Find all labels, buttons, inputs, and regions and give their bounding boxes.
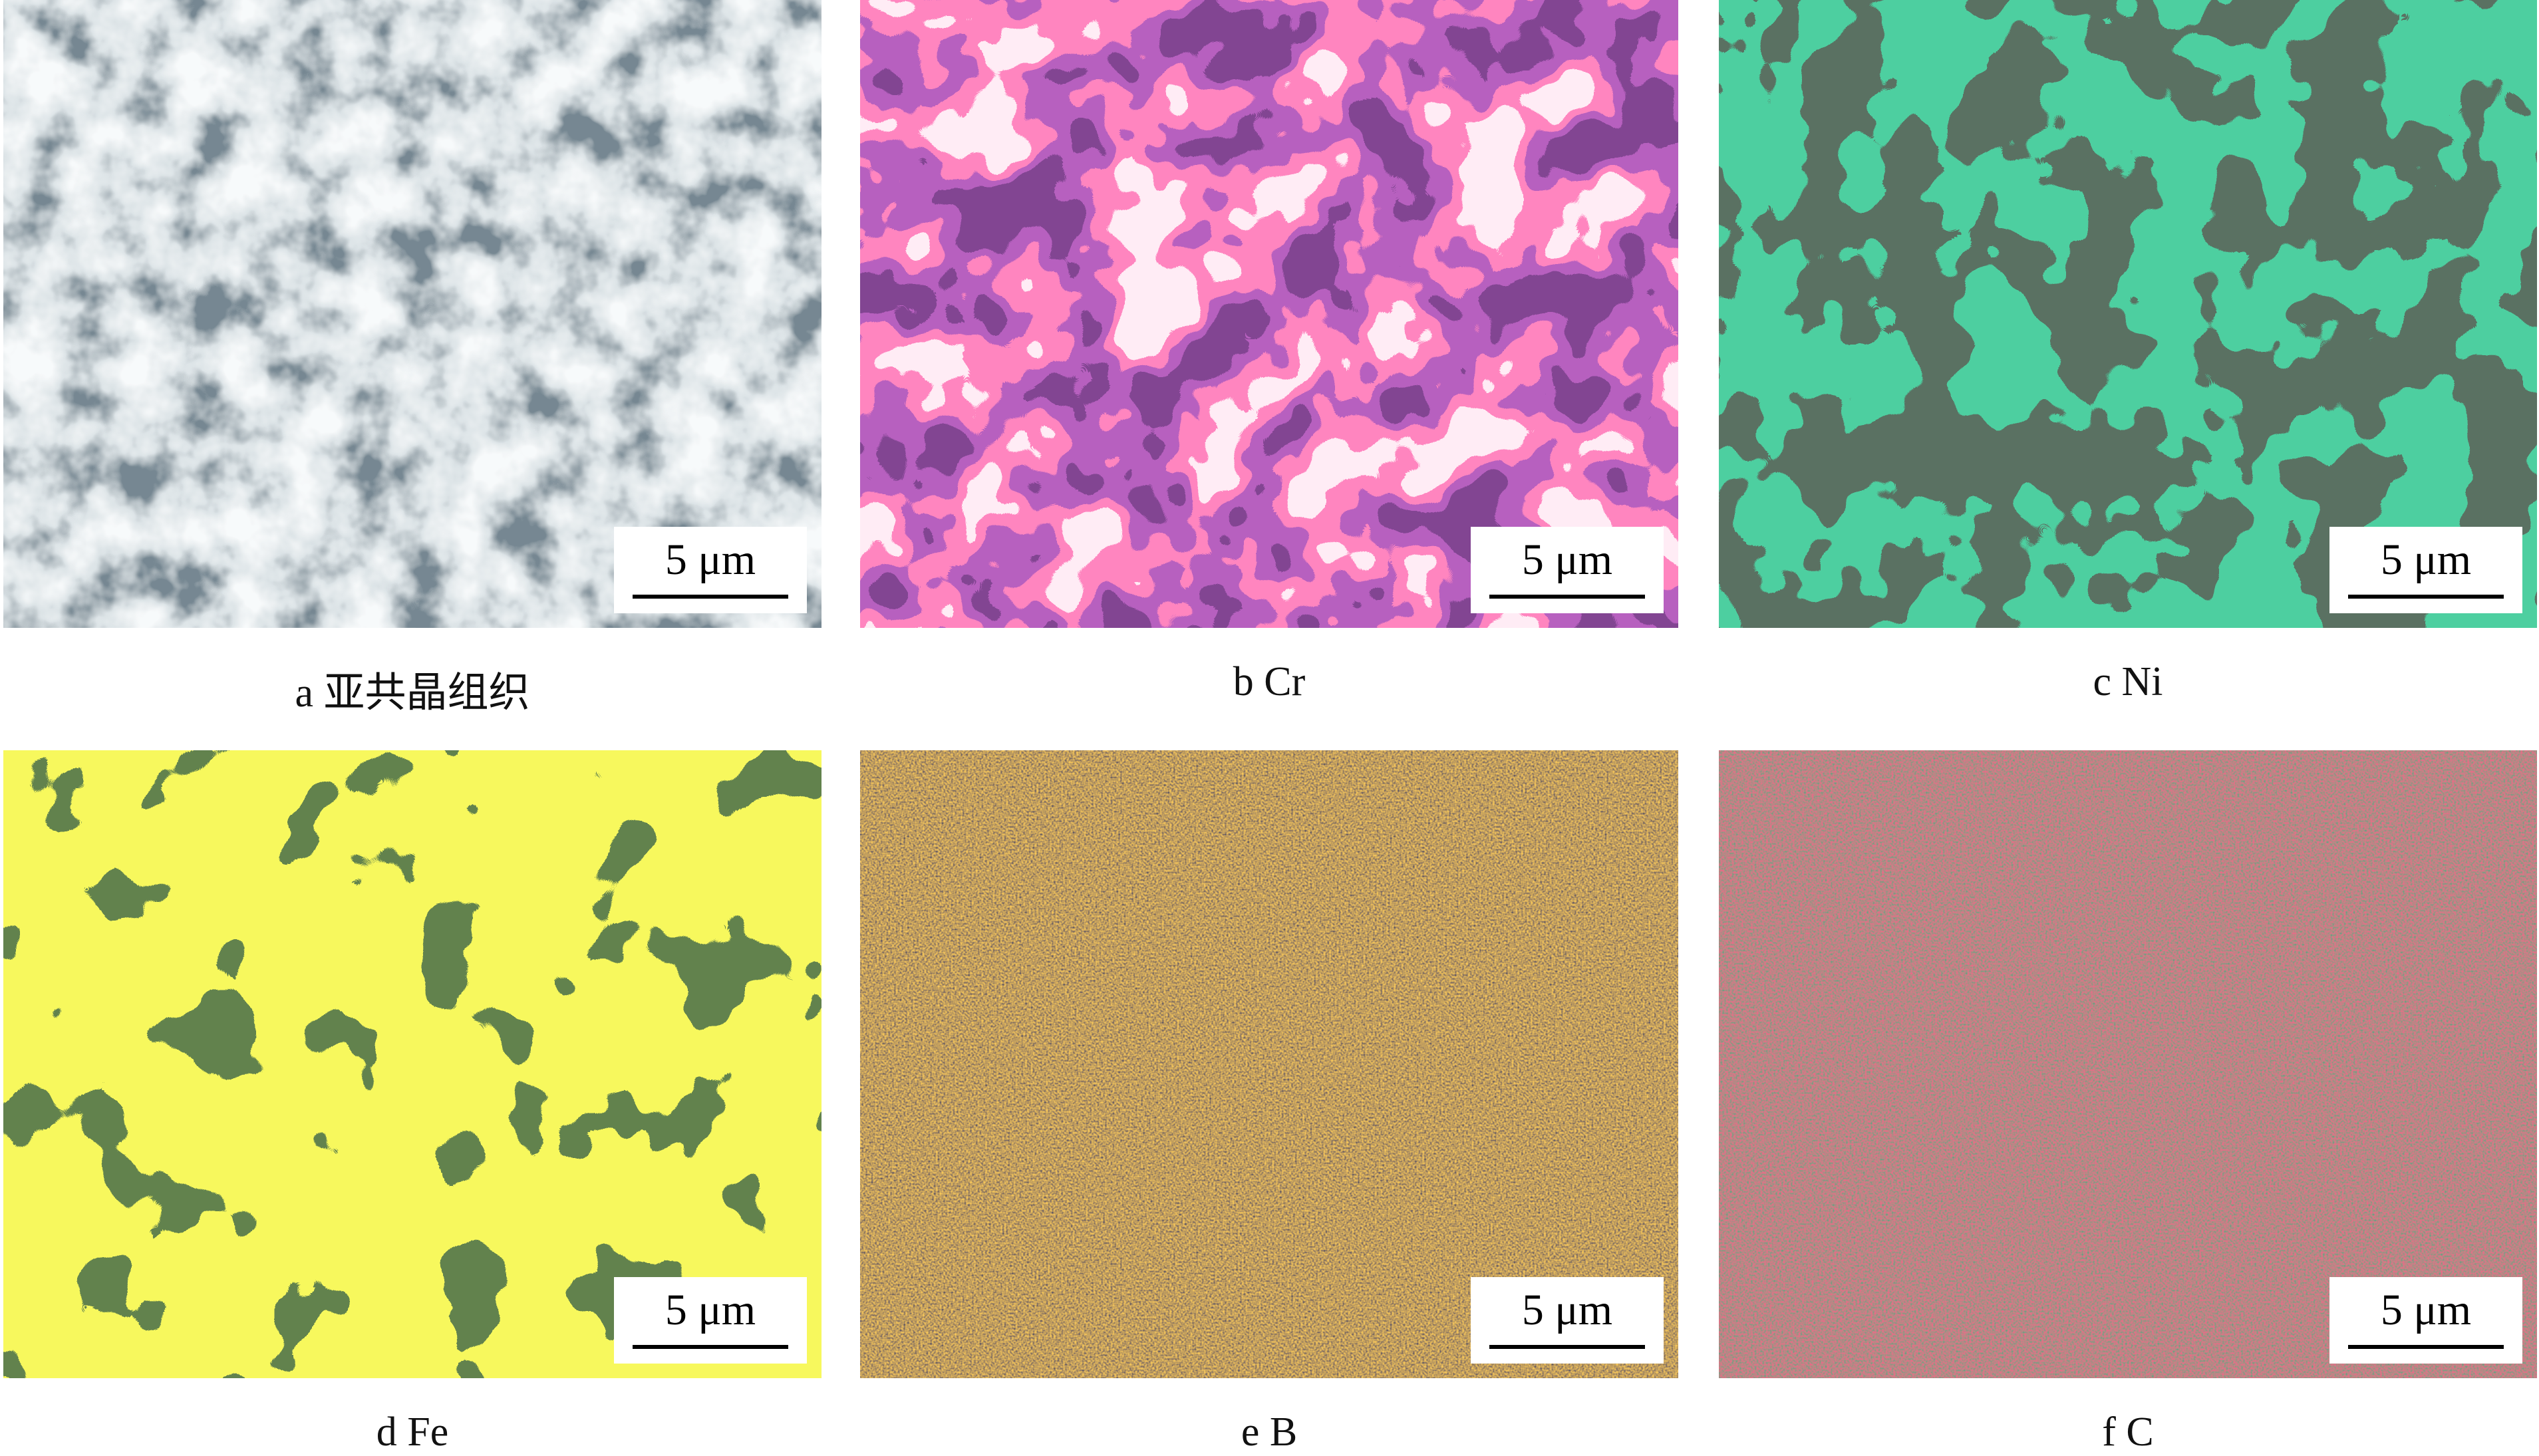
scale-bar: 5 μm — [1471, 1277, 1664, 1364]
eutectic-structure-micrograph: 5 μm — [3, 0, 821, 628]
scale-bar: 5 μm — [2329, 527, 2522, 613]
scale-bar: 5 μm — [614, 1277, 807, 1364]
panel-caption-e: e B — [1241, 1409, 1298, 1455]
panel-caption-a: a 亚共晶组织 — [295, 670, 530, 716]
map-image — [860, 750, 1678, 1378]
fe-element-map: 5 μm — [3, 750, 821, 1378]
scale-bar-line — [633, 595, 788, 599]
panel-caption-f: f C — [2102, 1409, 2154, 1455]
scale-bar-line — [1489, 595, 1645, 599]
scale-bar-label: 5 μm — [665, 1286, 756, 1334]
c-element-map: 5 μm — [1719, 750, 2537, 1378]
panel-caption-b: b Cr — [1233, 659, 1306, 704]
cr-element-map: 5 μm — [860, 0, 1678, 628]
ni-element-map: 5 μm — [1719, 0, 2537, 628]
scale-bar-line — [2348, 595, 2504, 599]
scale-bar-line — [2348, 1345, 2504, 1349]
map-image — [3, 0, 821, 628]
map-image — [1719, 750, 2537, 1378]
panel-caption-c: c Ni — [2093, 659, 2163, 704]
panel-caption-d: d Fe — [376, 1409, 449, 1455]
scale-bar-line — [1489, 1345, 1645, 1349]
scale-bar-label: 5 μm — [2380, 535, 2472, 584]
map-image — [1719, 0, 2537, 628]
map-image — [860, 0, 1678, 628]
scale-bar-line — [633, 1345, 788, 1349]
scale-bar-label: 5 μm — [665, 535, 756, 584]
scale-bar-label: 5 μm — [1521, 535, 1613, 584]
scale-bar: 5 μm — [614, 527, 807, 613]
scale-bar: 5 μm — [1471, 527, 1664, 613]
scale-bar-label: 5 μm — [1521, 1286, 1613, 1334]
scale-bar: 5 μm — [2329, 1277, 2522, 1364]
scale-bar-label: 5 μm — [2380, 1286, 2472, 1334]
b-element-map: 5 μm — [860, 750, 1678, 1378]
map-image — [3, 750, 821, 1378]
